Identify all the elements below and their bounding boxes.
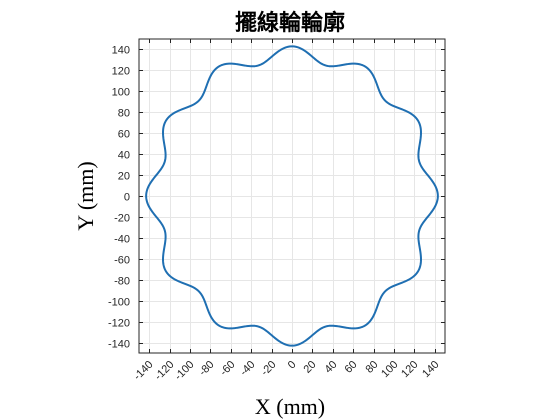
x-tick-label: 60 (342, 359, 359, 376)
y-tick-label: -60 (114, 255, 130, 267)
y-tick-label: 20 (118, 171, 130, 183)
y-tick-label: 120 (112, 66, 130, 78)
y-tick-label: -100 (108, 297, 130, 309)
x-tick-label: 80 (363, 359, 380, 376)
y-tick-label: -120 (108, 318, 130, 330)
y-tick-label: -20 (114, 213, 130, 225)
y-tick-label: 80 (118, 108, 130, 120)
x-tick-label: -120 (153, 359, 177, 383)
chart-title: 擺線輪輪廓 (235, 10, 345, 36)
y-tick-label: -40 (114, 234, 130, 246)
y-tick-label: 40 (118, 150, 130, 162)
x-tick-label: -100 (173, 359, 197, 383)
x-tick-label: 0 (286, 359, 299, 372)
y-tick-label: 140 (112, 45, 130, 57)
x-tick-label: -20 (259, 359, 279, 379)
x-tick-label: -60 (218, 359, 238, 379)
y-tick-label: -80 (114, 276, 130, 288)
grid-layer (139, 39, 445, 353)
x-tick-label: 100 (379, 359, 400, 380)
profile-series-line (145, 45, 439, 347)
x-tick-label: 20 (301, 359, 318, 376)
x-axis-label: X (mm) (255, 394, 325, 419)
curve-layer (145, 45, 439, 347)
x-tick-label: -40 (238, 359, 258, 379)
x-tick-label: 120 (399, 359, 420, 380)
y-tick-label: 100 (112, 87, 130, 99)
y-tick-label: 0 (124, 192, 130, 204)
x-tick-label: -140 (132, 359, 156, 383)
x-tick-label: -80 (197, 359, 217, 379)
y-tick-label: -140 (108, 339, 130, 351)
x-tick-label: 140 (420, 359, 441, 380)
y-tick-label: 60 (118, 129, 130, 141)
y-axis-label: Y (mm) (73, 161, 98, 230)
x-tick-label: 40 (322, 359, 339, 376)
